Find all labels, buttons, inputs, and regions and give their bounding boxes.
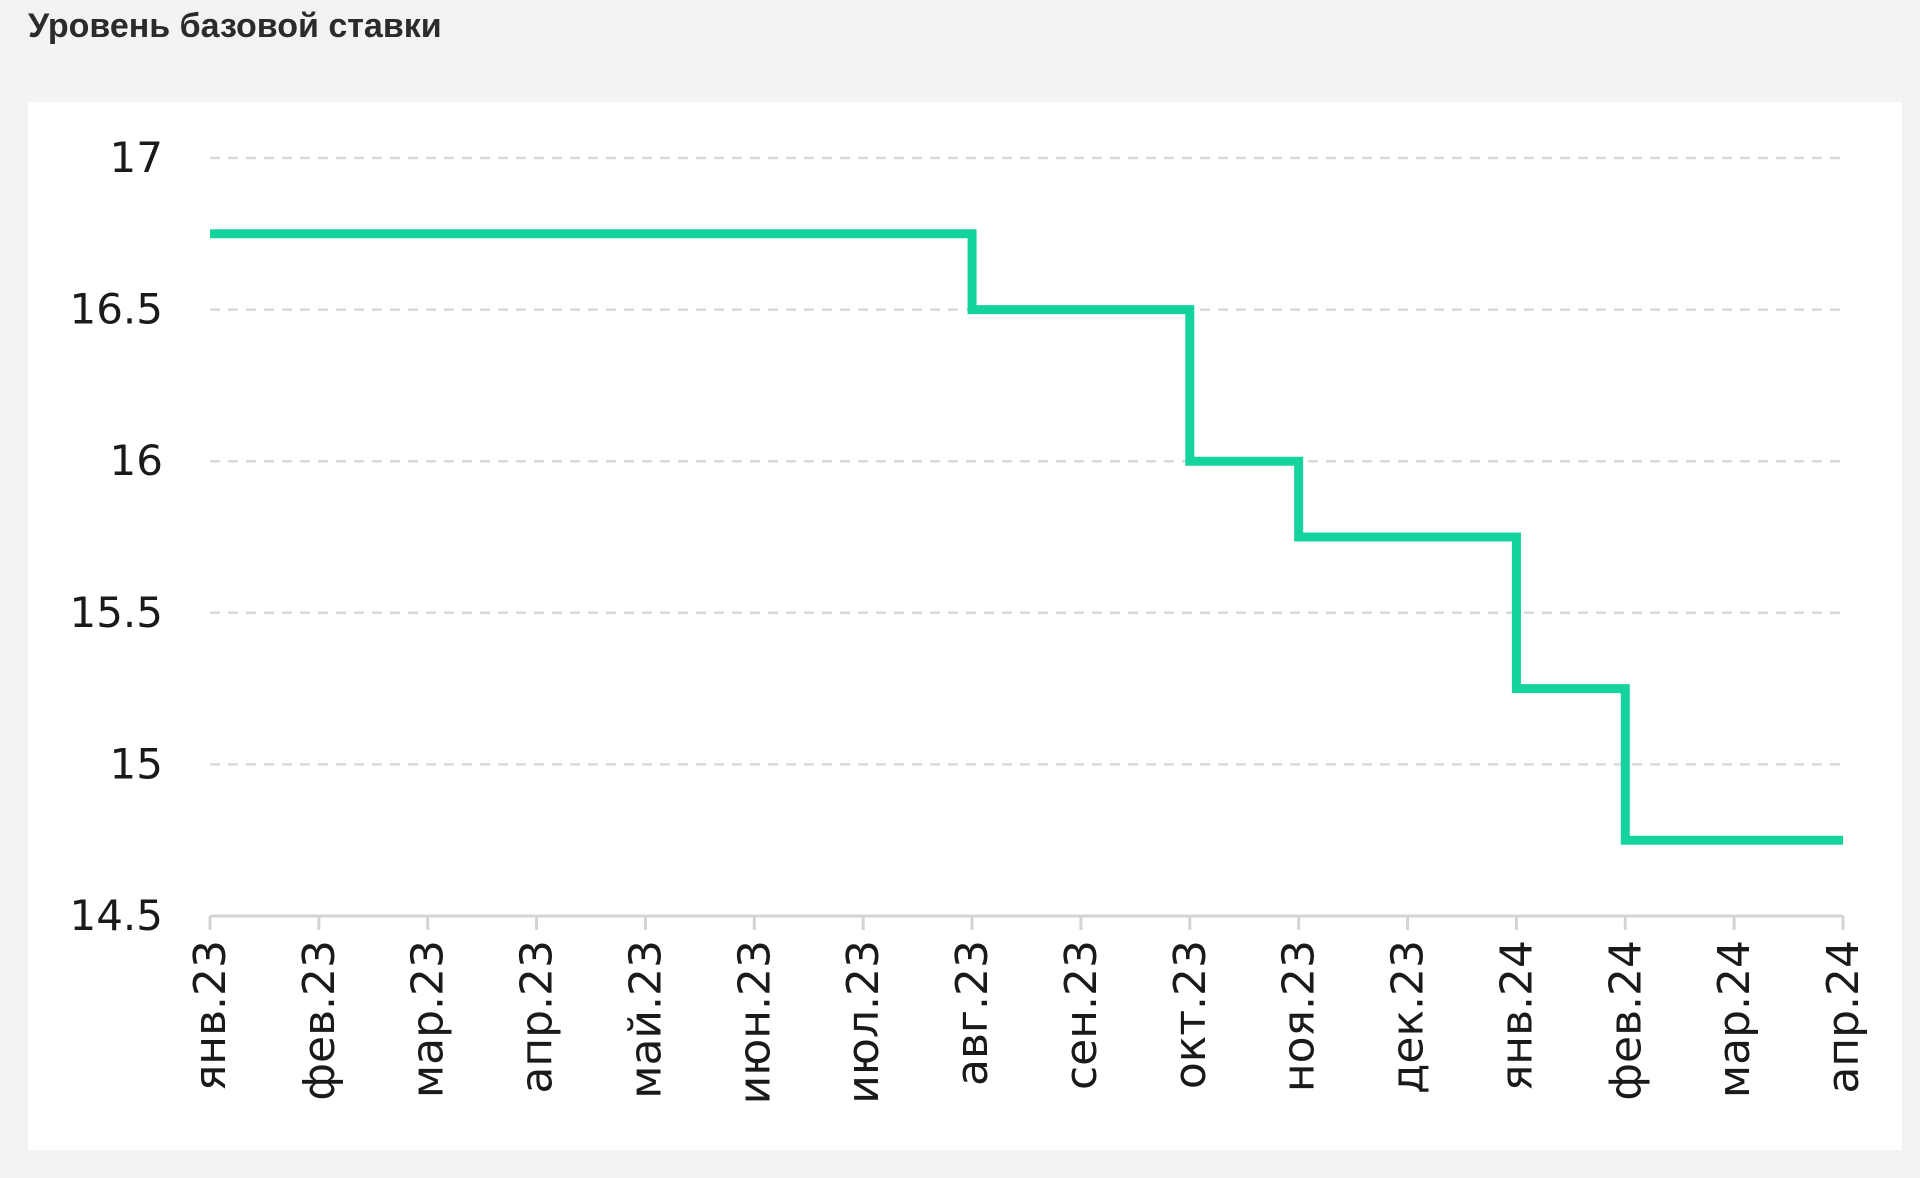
series-line-0 [210,229,1843,845]
y-tick-label-2: 15.5 [69,588,163,637]
series-layer [210,229,1843,845]
x-axis-tick-labels: янв.23 фев.23 мар.23 апр.23 май.23 июн.23 июл.… [185,940,1869,1104]
x-tick-label-15: апр.24 [1818,940,1869,1094]
x-tick-label-11: дек.23 [1383,940,1434,1094]
y-axis-tick-labels: 14.5 15 15.5 16 16.5 17 [69,133,163,940]
x-tick-label-4: май.23 [620,940,671,1099]
x-tick-label-0: янв.23 [185,940,236,1091]
y-tick-label-0: 14.5 [69,891,163,940]
x-tick-label-10: ноя.23 [1274,940,1325,1092]
chart-panel [28,102,1902,1150]
y-tick-label-1: 15 [110,739,163,788]
x-tick-label-6: июл.23 [838,940,889,1104]
chart-title: Уровень базовой ставки [28,7,442,45]
y-tick-label-5: 17 [110,133,163,182]
x-tick-label-3: апр.23 [512,940,563,1094]
x-tick-label-9: окт.23 [1165,940,1216,1089]
x-tick-label-1: фев.23 [294,940,345,1101]
y-tick-label-3: 16 [110,436,163,485]
gridlines [210,156,1843,766]
x-tick-label-13: фев.24 [1600,940,1651,1101]
y-tick-label-4: 16.5 [69,285,163,334]
x-tick-label-5: июн.23 [729,940,780,1104]
x-tick-label-2: мар.23 [403,940,454,1098]
x-tick-label-14: мар.24 [1709,940,1760,1098]
x-tick-label-12: янв.24 [1491,940,1542,1091]
x-tick-label-7: авг.23 [947,940,998,1086]
x-tick-label-8: сен.23 [1056,940,1107,1090]
x-axis [208,914,1845,930]
